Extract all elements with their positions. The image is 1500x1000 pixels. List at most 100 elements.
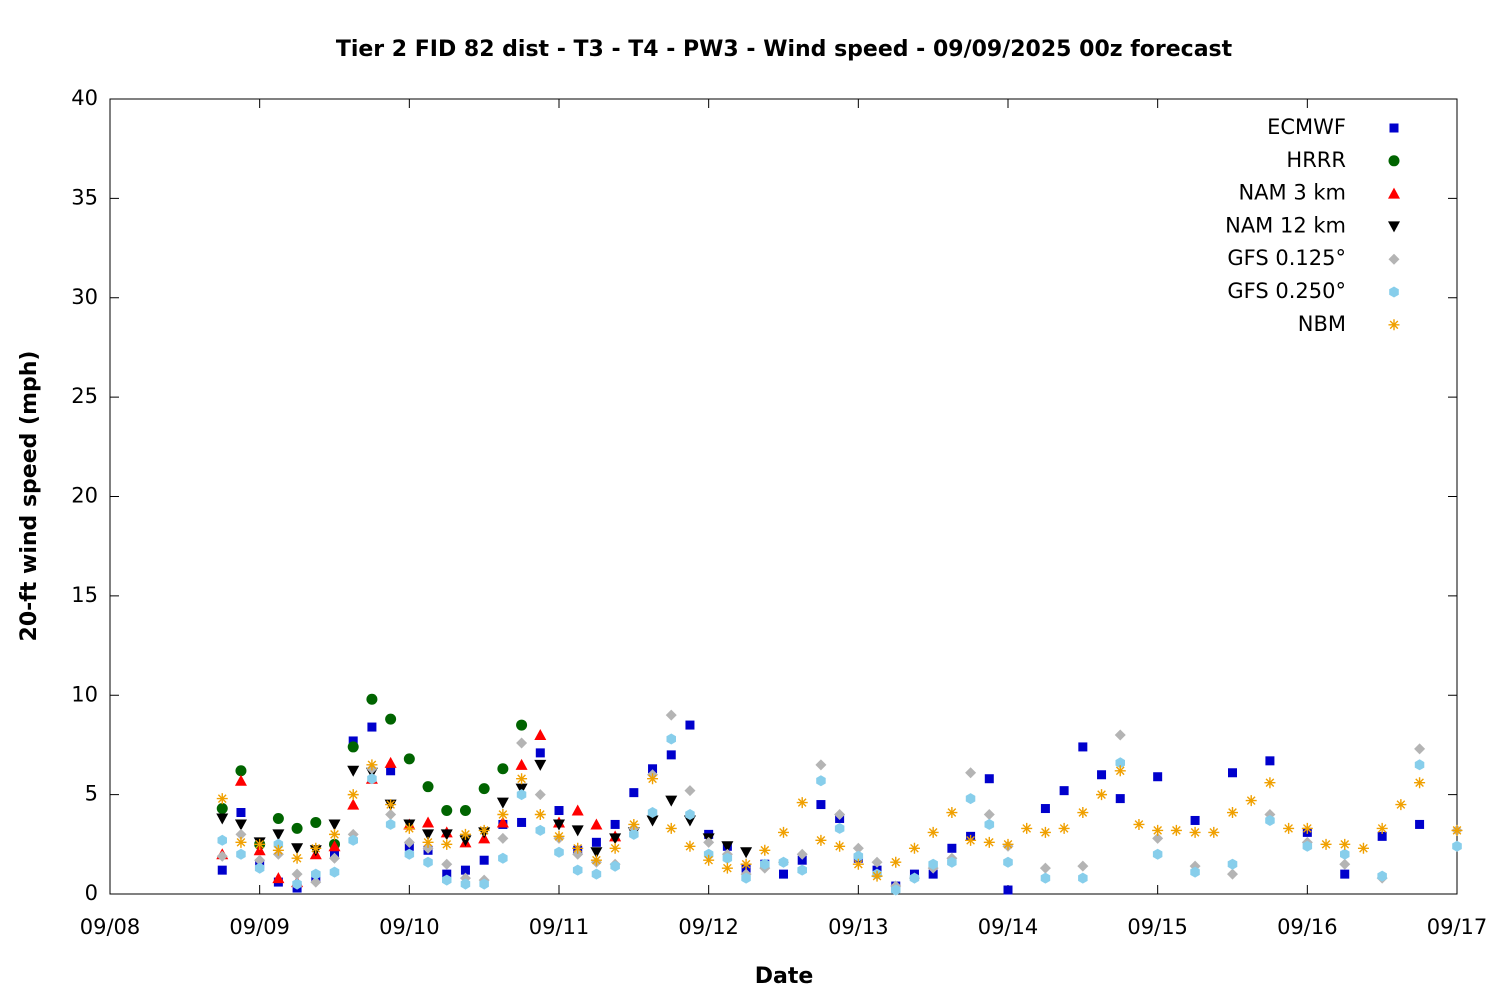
data-point <box>216 850 228 862</box>
data-point <box>779 869 788 879</box>
data-point <box>554 806 564 816</box>
data-point <box>235 765 247 777</box>
data-point <box>1133 818 1145 830</box>
data-point <box>1097 770 1107 780</box>
data-point <box>553 830 565 842</box>
data-point <box>648 764 658 774</box>
data-point <box>1414 743 1426 755</box>
data-point <box>328 819 341 831</box>
data-point <box>909 872 920 884</box>
data-point <box>404 848 415 860</box>
data-point <box>759 844 771 856</box>
data-point <box>236 808 246 818</box>
data-point <box>740 847 753 859</box>
data-point <box>834 822 845 834</box>
data-point <box>516 719 528 731</box>
data-point <box>272 829 285 841</box>
data-point <box>497 832 509 844</box>
data-point <box>441 838 453 850</box>
data-point <box>216 813 229 825</box>
data-point <box>609 833 622 845</box>
data-point <box>441 858 453 870</box>
legend-marker <box>1388 221 1400 233</box>
data-point <box>497 763 509 775</box>
data-point <box>871 856 883 868</box>
data-point <box>366 693 378 705</box>
data-point <box>1228 768 1237 778</box>
data-point <box>1077 860 1089 872</box>
data-point <box>348 736 358 746</box>
legend-label: GFS 0.125° <box>1227 246 1346 270</box>
data-point <box>534 809 546 820</box>
data-point <box>647 807 658 818</box>
data-point <box>1114 729 1126 741</box>
data-point <box>234 774 247 786</box>
data-point <box>217 834 227 846</box>
data-point <box>516 737 528 749</box>
data-point <box>347 789 359 801</box>
data-point <box>442 874 452 886</box>
data-point <box>385 809 397 820</box>
legend-label: GFS 0.250° <box>1227 279 1346 303</box>
data-point <box>1302 840 1313 852</box>
data-point <box>235 836 247 848</box>
y-tick-label: 10 <box>71 682 98 706</box>
data-point <box>629 828 639 840</box>
data-point <box>927 826 939 838</box>
data-point <box>816 800 826 810</box>
data-point <box>1078 742 1088 752</box>
data-point <box>440 829 453 841</box>
x-tick-label: 09/17 <box>1427 915 1488 939</box>
data-point <box>947 843 957 853</box>
data-point <box>629 788 639 798</box>
data-point <box>572 864 583 876</box>
data-point <box>760 858 770 870</box>
data-point <box>348 834 358 846</box>
y-tick-label: 25 <box>71 384 98 408</box>
data-point <box>1340 869 1350 879</box>
data-point <box>366 759 378 771</box>
data-point <box>216 803 228 815</box>
data-point <box>610 860 620 872</box>
data-point <box>329 852 340 864</box>
data-point <box>1264 777 1276 789</box>
legend-marker <box>1388 187 1400 199</box>
data-point <box>1115 794 1125 804</box>
data-point <box>590 847 603 859</box>
data-point <box>1227 868 1238 880</box>
data-point <box>497 809 509 820</box>
data-point <box>254 838 266 850</box>
data-point <box>852 858 864 870</box>
data-point <box>291 822 303 834</box>
data-point <box>1021 822 1033 834</box>
data-point <box>1245 795 1257 807</box>
data-point <box>291 868 303 880</box>
legend-label: HRRR <box>1286 148 1346 172</box>
data-point <box>1265 815 1275 826</box>
data-point <box>1170 824 1182 836</box>
data-point <box>703 836 715 848</box>
data-point <box>554 846 564 858</box>
data-point <box>423 856 433 868</box>
data-point <box>291 852 303 864</box>
y-tick-label: 30 <box>71 285 98 309</box>
data-point <box>460 878 471 890</box>
legend-marker <box>1388 155 1400 167</box>
data-point <box>1153 772 1163 782</box>
data-point <box>721 841 734 853</box>
data-point <box>403 836 415 848</box>
data-point <box>535 824 546 836</box>
data-point <box>1377 831 1387 841</box>
data-point <box>665 822 677 834</box>
data-point <box>1395 799 1407 811</box>
data-point <box>741 872 751 884</box>
data-point <box>236 848 246 860</box>
data-point <box>628 818 640 830</box>
data-point <box>1152 824 1164 836</box>
data-point <box>1039 826 1051 838</box>
data-point <box>983 836 995 848</box>
x-tick-label: 09/12 <box>678 915 739 939</box>
data-point <box>1377 870 1387 882</box>
data-point <box>459 828 471 840</box>
data-point <box>965 793 976 805</box>
